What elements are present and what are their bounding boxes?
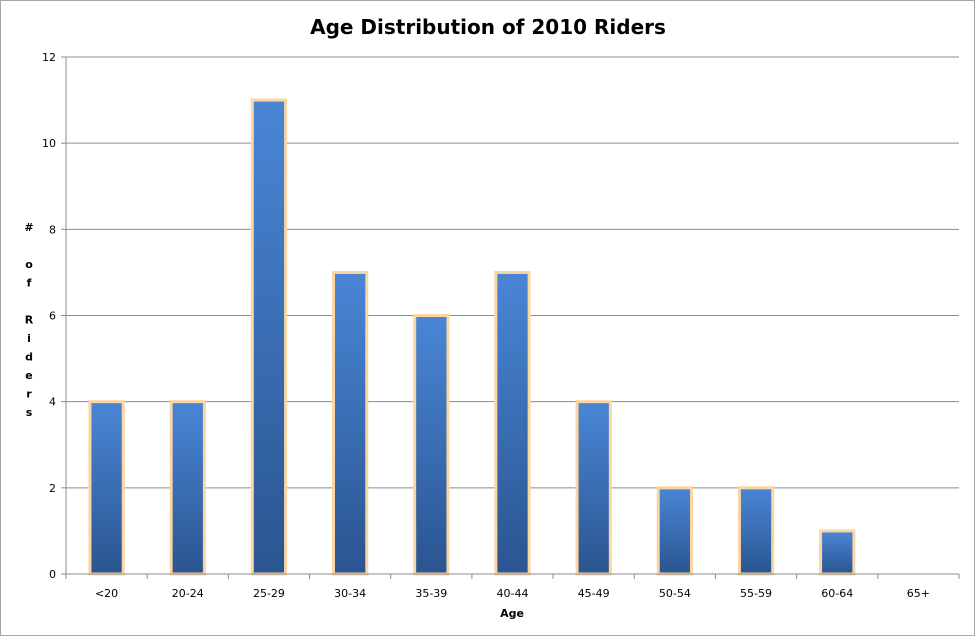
x-axis-label: Age	[500, 607, 524, 620]
bar-45-49	[575, 400, 612, 576]
y-tick-label: 8	[49, 223, 56, 236]
bar-20-24	[169, 400, 206, 576]
y-axis-label: # of Riders	[24, 221, 33, 419]
x-tick-label: 65+	[907, 587, 930, 600]
bar-55-59	[737, 486, 775, 576]
x-tick-label: 20-24	[172, 587, 204, 600]
y-axis-label-char: e	[25, 369, 32, 382]
y-axis-label-char: #	[24, 221, 33, 234]
bar-40-44	[494, 270, 531, 576]
y-axis-label-char: s	[26, 406, 33, 419]
axes	[65, 57, 959, 575]
x-axis-ticks: <20 20-24 25-29 30-34 35-39 40-44 45-49 50-54 55…	[65, 574, 960, 600]
bar-50-54	[656, 486, 694, 576]
x-tick-label: 55-59	[740, 587, 772, 600]
x-tick-label: 60-64	[821, 587, 853, 600]
bar-<20	[88, 400, 125, 576]
y-tick-label: 2	[49, 482, 56, 495]
bars	[88, 98, 856, 576]
bar-35-39	[413, 314, 450, 576]
chart-title: Age Distribution of 2010 Riders	[310, 15, 666, 39]
y-axis-label-char: R	[25, 314, 34, 327]
y-axis-label-char: f	[27, 277, 32, 290]
y-axis-label-char: o	[25, 258, 33, 271]
y-tick-label: 4	[49, 396, 56, 409]
x-tick-label: 35-39	[415, 587, 447, 600]
y-axis-label-char: r	[26, 388, 32, 401]
y-tick-label: 10	[42, 137, 56, 150]
x-tick-label: 25-29	[253, 587, 285, 600]
y-tick-label: 12	[42, 51, 56, 64]
bar-30-34	[331, 270, 369, 576]
x-tick-label: 50-54	[659, 587, 691, 600]
y-axis-label-char: d	[25, 351, 33, 364]
x-tick-label: <20	[95, 587, 118, 600]
y-tick-label: 6	[49, 310, 56, 323]
y-axis-ticks: 0 2 4 6 8 10 12	[42, 51, 66, 581]
bar-25-29	[250, 98, 288, 576]
bar-60-64	[819, 529, 856, 576]
y-axis-label-char: i	[27, 332, 31, 345]
x-tick-label: 30-34	[334, 587, 366, 600]
y-tick-label: 0	[49, 568, 56, 581]
x-tick-label: 40-44	[497, 587, 529, 600]
x-tick-label: 45-49	[578, 587, 610, 600]
